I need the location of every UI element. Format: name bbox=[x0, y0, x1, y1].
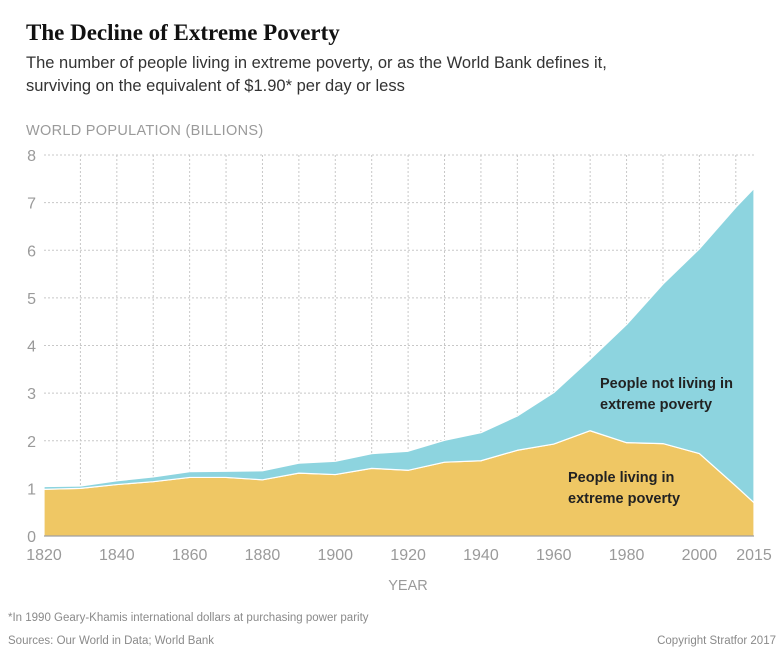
x-tick-label: 2015 bbox=[736, 547, 772, 564]
chart-subtitle: The number of people living in extreme p… bbox=[26, 52, 746, 98]
footnote: *In 1990 Geary-Khamis international doll… bbox=[8, 612, 369, 624]
y-tick-label: 7 bbox=[27, 196, 36, 213]
label-not-in-poverty: People not living in extreme poverty bbox=[600, 376, 733, 413]
y-tick-label: 6 bbox=[27, 243, 36, 260]
series-labels: People not living in extreme poverty Peopl… bbox=[568, 376, 733, 507]
y-tick-label: 0 bbox=[27, 529, 36, 546]
x-tick-label: 2000 bbox=[682, 547, 718, 564]
x-tick-label: 1880 bbox=[245, 547, 281, 564]
copyright: Copyright Stratfor 2017 bbox=[657, 635, 776, 647]
y-tick-label: 3 bbox=[27, 386, 36, 403]
y-tick-label: 8 bbox=[27, 148, 36, 165]
area-series-2 bbox=[43, 187, 755, 504]
y-tick-label: 5 bbox=[27, 291, 36, 308]
x-tick-label: 1820 bbox=[26, 547, 62, 564]
x-tick-label: 1980 bbox=[609, 547, 645, 564]
y-axis-title: WORLD POPULATION (BILLIONS) bbox=[26, 123, 264, 139]
x-axis-title: YEAR bbox=[388, 578, 428, 594]
x-tick-label: 1940 bbox=[463, 547, 499, 564]
axes: 0 1 2 3 4 5 6 7 8 1820 1840 1860 1880 1900 1920 1940 196… bbox=[26, 148, 772, 594]
x-tick-label: 1860 bbox=[172, 547, 208, 564]
sources: Sources: Our World in Data; World Bank bbox=[8, 635, 215, 647]
y-tick-label: 4 bbox=[27, 339, 36, 356]
x-tick-label: 1900 bbox=[317, 547, 353, 564]
subtitle-line-1: The number of people living in extreme p… bbox=[26, 54, 607, 72]
x-tick-label: 1920 bbox=[390, 547, 426, 564]
y-tick-label: 1 bbox=[27, 481, 36, 498]
label-in-poverty: People living in extreme poverty bbox=[568, 470, 680, 507]
chart-title: The Decline of Extreme Poverty bbox=[26, 20, 340, 45]
x-tick-label: 1840 bbox=[99, 547, 135, 564]
y-tick-label: 2 bbox=[27, 434, 36, 451]
subtitle-line-2: surviving on the equivalent of $1.90* pe… bbox=[26, 77, 405, 95]
x-tick-label: 1960 bbox=[536, 547, 572, 564]
